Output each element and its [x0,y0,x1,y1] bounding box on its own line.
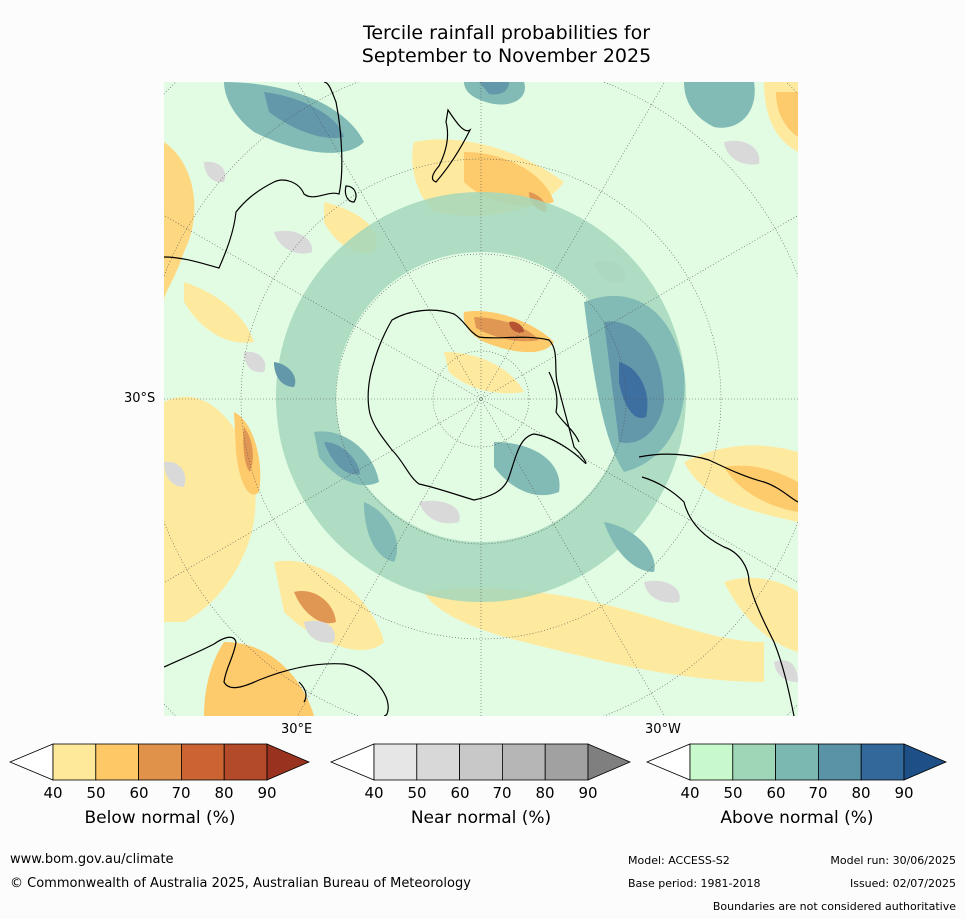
tick-label: 90 [578,784,598,802]
australia-coast [164,82,343,269]
tick-label: 80 [851,784,871,802]
base-period: Base period: 1981-2018 [628,877,761,890]
colorbar-above-svg [645,743,948,781]
tick-label: 40 [680,784,700,802]
antarctica-coast [367,309,587,501]
map-svg [164,82,798,716]
colorbar-near-svg [329,743,632,781]
colorbar-below-label: Below normal (%) [84,808,236,828]
colorbar-below-normal [8,743,311,781]
colorbar-near-normal [329,743,632,781]
tick-label: 60 [766,784,786,802]
antarctic-peninsula [548,371,580,443]
issued-date: Issued: 02/07/2025 [849,877,956,890]
longitude-label-30w: 30°W [645,722,681,737]
tick-label: 90 [894,784,914,802]
colorbar-segment [689,743,734,781]
colorbar-segment [138,743,182,781]
colorbar-segment [775,743,819,781]
south-america-coast [638,453,798,503]
colorbar-extend-low [8,743,54,781]
colorbar-segment [544,743,589,781]
colorbar-segment [860,743,905,781]
colorbar-segment [180,743,225,781]
model-name: Model: ACCESS-S2 [628,854,730,867]
graticule [164,82,798,716]
tick-label: 60 [450,784,470,802]
tick-label: 70 [171,784,191,802]
tick-label: 40 [364,784,384,802]
colorbar-segment [459,743,503,781]
colorbar-segment [223,743,268,781]
map-title: Tercile rainfall probabilities for Septe… [0,22,965,68]
tick-label: 60 [129,784,149,802]
colorbar-segment [416,743,461,781]
tick-label: 90 [257,784,277,802]
colorbar-extend-high [266,743,311,781]
colorbar-segment [817,743,862,781]
title-line-1: Tercile rainfall probabilities for [362,22,651,44]
title-line-2: September to November 2025 [361,45,652,67]
tick-label: 40 [43,784,63,802]
latitude-label-30s: 30°S [124,391,156,406]
website-link[interactable]: www.bom.gov.au/climate [10,852,174,867]
tick-label: 70 [492,784,512,802]
tick-label: 50 [407,784,427,802]
tick-label: 70 [808,784,828,802]
tick-label: 80 [535,784,555,802]
copyright-text: © Commonwealth of Australia 2025, Austra… [10,876,471,891]
probability-fields [164,82,798,716]
colorbar-segment [373,743,418,781]
below-normal-field [164,142,195,302]
model-run: Model run: 30/06/2025 [830,854,956,867]
tick-label: 80 [214,784,234,802]
colorbar-segment [732,743,777,781]
tick-label: 50 [86,784,106,802]
probability-map [164,82,798,716]
tick-label: 50 [723,784,743,802]
coastlines [164,82,798,716]
colorbar-below-svg [8,743,311,781]
boundaries-disclaimer: Boundaries are not considered authoritat… [712,900,956,913]
colorbar-above-normal [645,743,948,781]
africa-coast [164,636,389,716]
colorbar-extend-low [645,743,691,781]
colorbar-segment [95,743,140,781]
colorbar-segment [52,743,97,781]
colorbar-extend-high [903,743,948,781]
colorbar-extend-low [329,743,375,781]
longitude-label-30e: 30°E [281,722,313,737]
colorbar-segment [501,743,546,781]
tasmania [344,185,357,203]
colorbar-near-label: Near normal (%) [410,808,552,828]
new-zealand [431,108,472,183]
colorbar-extend-high [587,743,632,781]
colorbar-above-label: Above normal (%) [720,808,874,828]
